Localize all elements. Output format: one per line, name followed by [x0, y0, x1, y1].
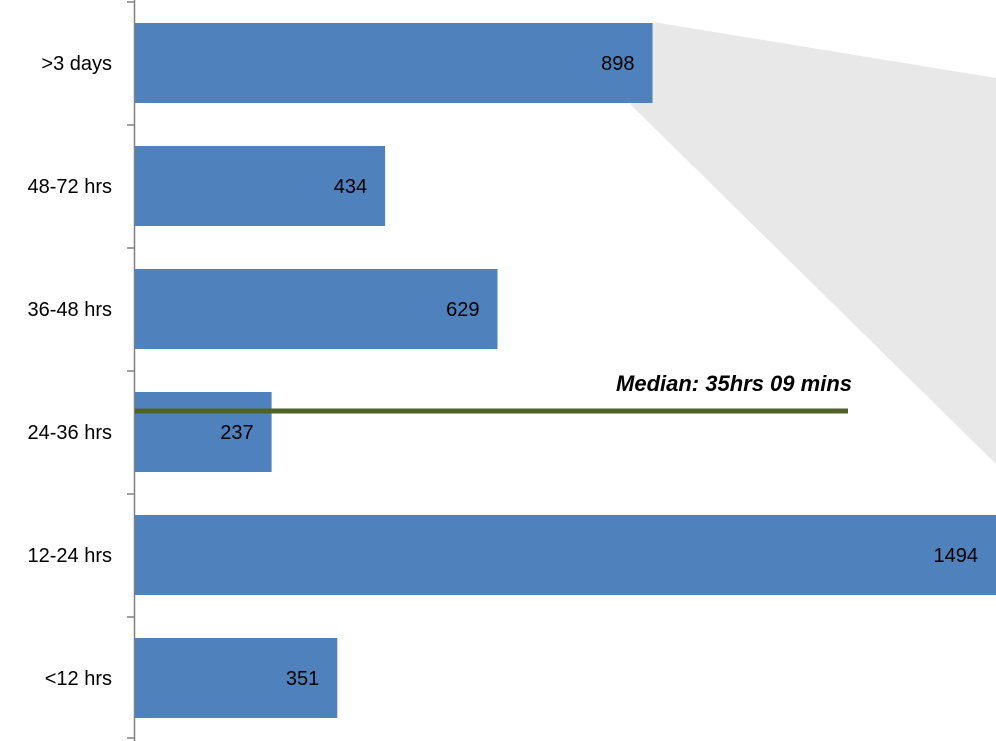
data-label: 1494 [934, 545, 979, 567]
data-label: 237 [220, 422, 253, 444]
category-label: 12-24 hrs [28, 545, 113, 567]
category-label: >3 days [41, 53, 112, 75]
bar [135, 638, 338, 718]
bars-group: 898 434 629 237 1494 351 [135, 23, 996, 718]
data-label: 898 [601, 53, 634, 75]
category-label: <12 hrs [45, 668, 112, 690]
bar [135, 269, 498, 349]
bar [135, 515, 996, 595]
category-label: 36-48 hrs [28, 299, 113, 321]
data-label: 629 [446, 299, 479, 321]
callout-shade [630, 22, 996, 464]
category-axis: >3 days 48-72 hrs 36-48 hrs 24-36 hrs 12-24 … [28, 0, 136, 741]
data-label: 434 [334, 176, 367, 198]
median-label: Median: 35hrs 09 mins [616, 371, 852, 396]
bar [135, 23, 653, 103]
bar [135, 146, 386, 226]
data-label: 351 [286, 668, 319, 690]
bar [135, 392, 272, 472]
category-label: 48-72 hrs [28, 176, 113, 198]
category-label: 24-36 hrs [28, 422, 113, 444]
